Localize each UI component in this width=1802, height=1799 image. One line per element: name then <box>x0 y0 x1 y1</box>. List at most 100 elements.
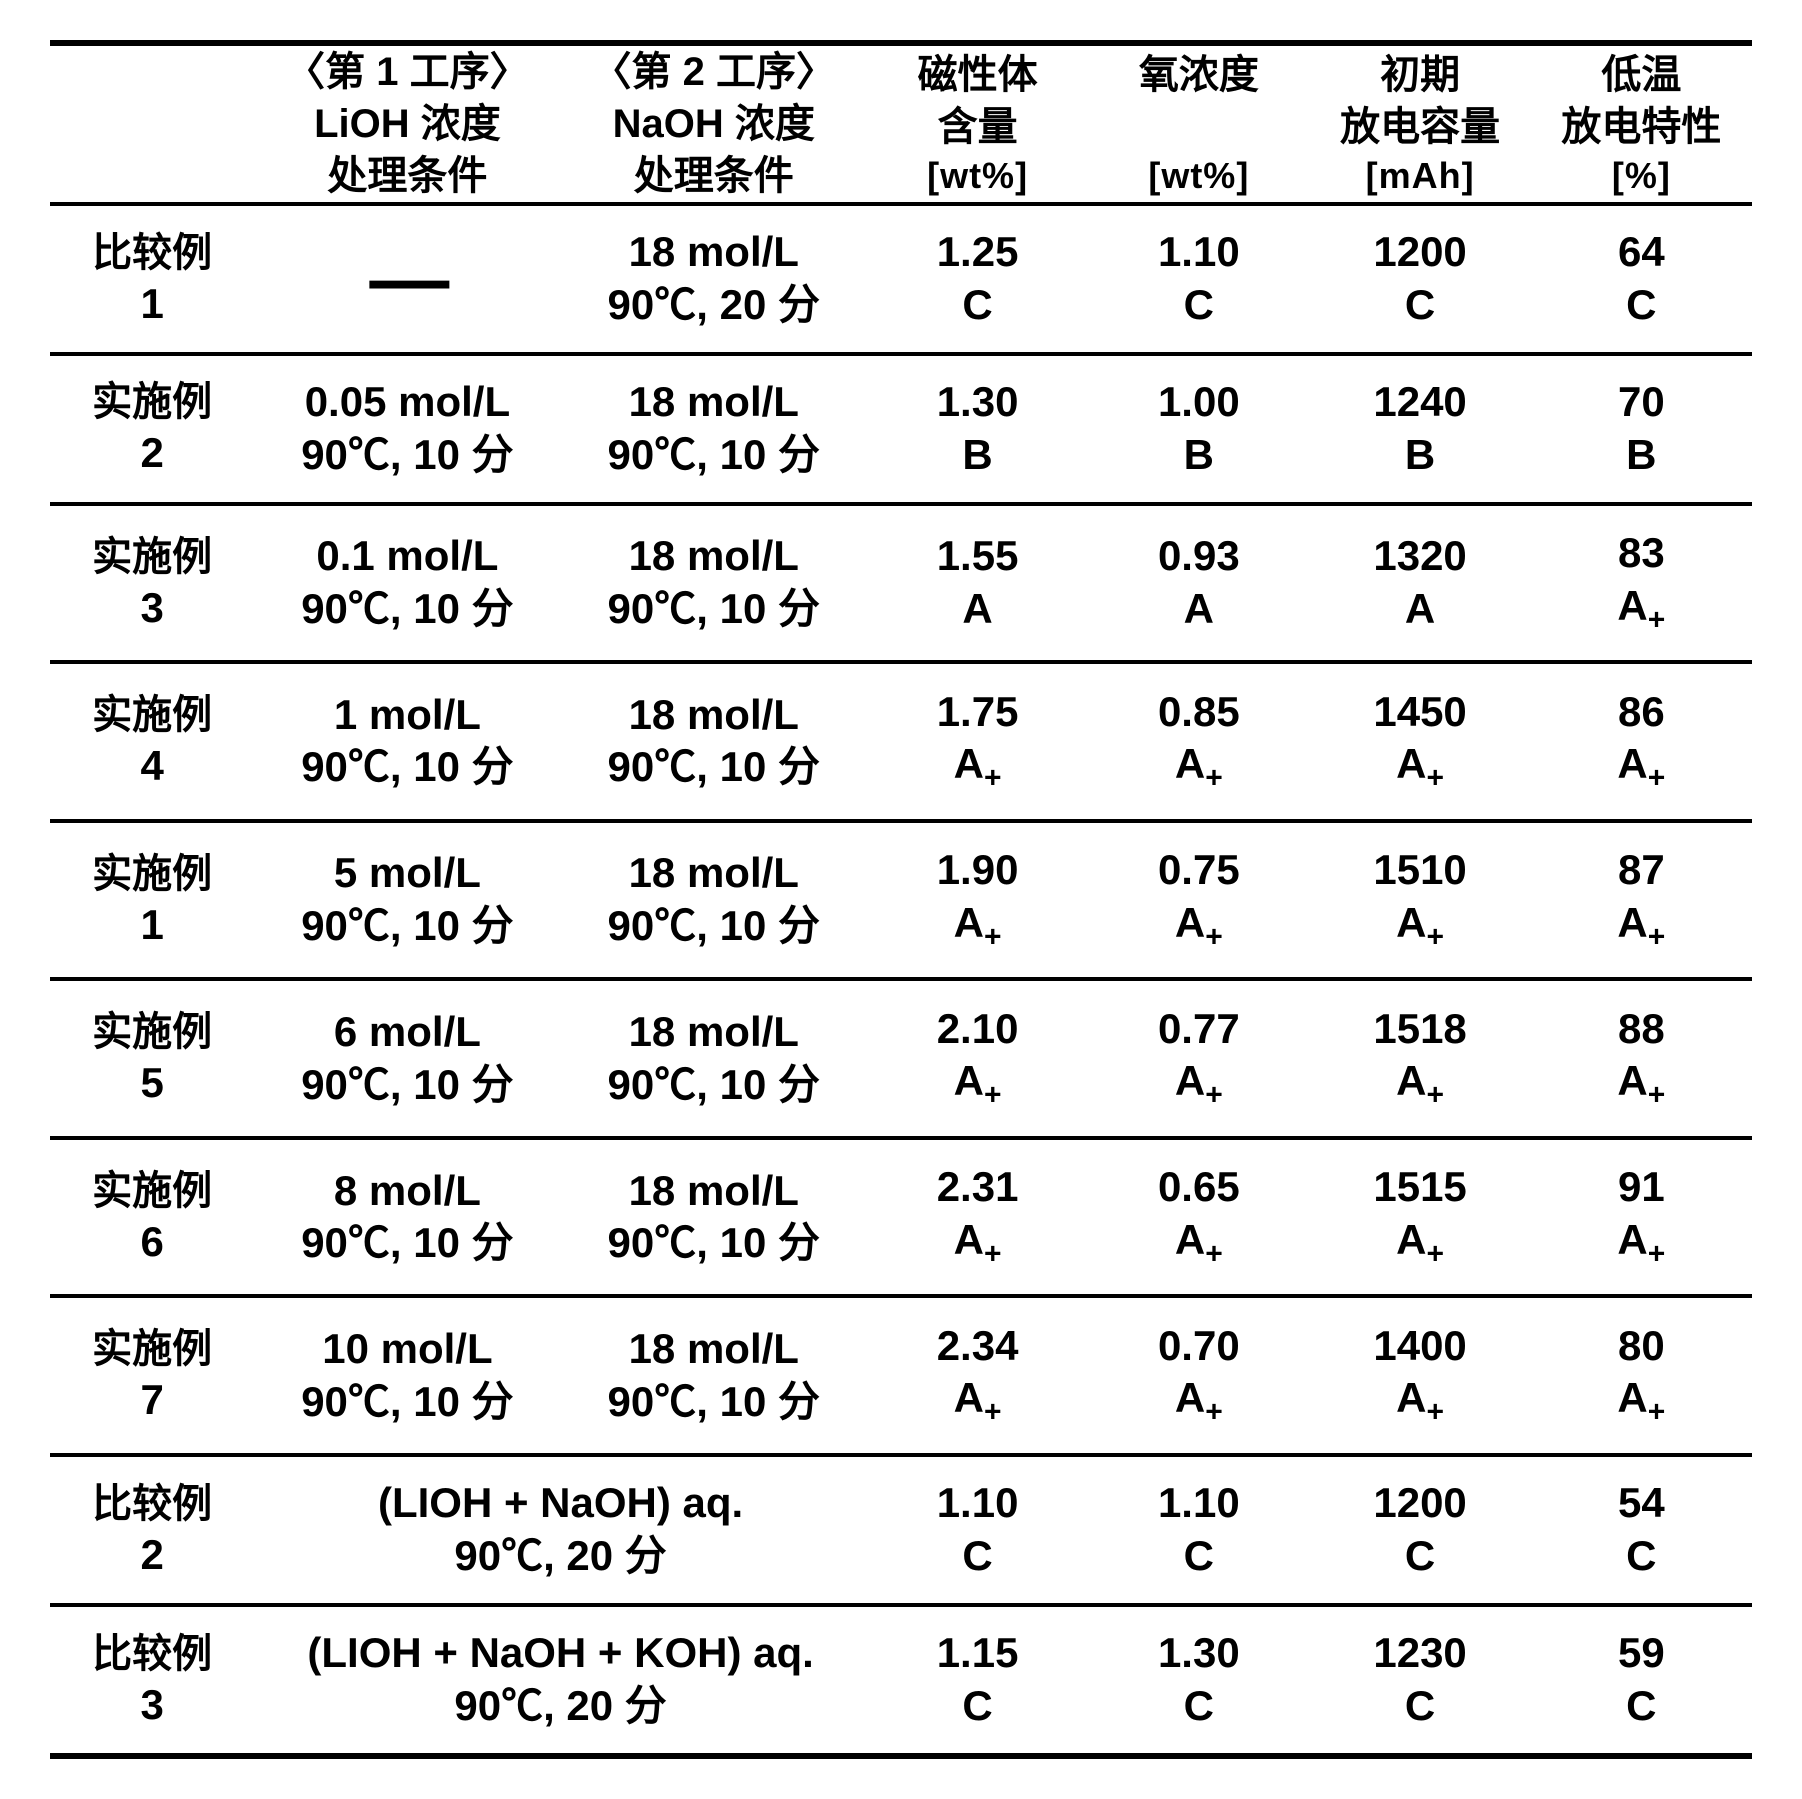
process-text: 18 mol/L <box>561 1165 867 1218</box>
process-text: 18 mol/L <box>561 1323 867 1376</box>
label-text: 实施例 <box>50 849 254 899</box>
grade-text: A+ <box>1088 1055 1309 1114</box>
grade-text: A+ <box>1088 738 1309 797</box>
header-unit: [wt%] <box>867 153 1088 200</box>
process-text: 90℃, 10 分 <box>254 583 560 636</box>
process-text: 90℃, 20 分 <box>254 1680 867 1733</box>
value-text: 87 <box>1531 844 1752 897</box>
grade-text: A+ <box>1531 1372 1752 1431</box>
capacity-cell: 1510A+ <box>1309 821 1530 980</box>
process-text: 5 mol/L <box>254 847 560 900</box>
grade-text: C <box>1088 1680 1309 1733</box>
grade-text: A+ <box>867 1055 1088 1114</box>
header-row: 〈第 1 工序〉 LiOH 浓度 处理条件 〈第 2 工序〉 NaOH 浓度 处… <box>50 43 1752 204</box>
value-text: 1.10 <box>867 1477 1088 1530</box>
process1-cell: 5 mol/L90℃, 10 分 <box>254 821 560 980</box>
process-text: 18 mol/L <box>561 689 867 742</box>
value-text: 1.00 <box>1088 376 1309 429</box>
label-num: 1 <box>50 278 254 331</box>
process-text: 0.1 mol/L <box>254 530 560 583</box>
grade-text: A+ <box>1531 580 1752 639</box>
header-text: 处理条件 <box>561 150 867 202</box>
header-text: NaOH 浓度 <box>561 98 867 150</box>
lowtemp-cell: 59C <box>1531 1605 1752 1756</box>
process1-cell: 10 mol/L90℃, 10 分 <box>254 1296 560 1455</box>
magnetic-cell: 1.25C <box>867 204 1088 354</box>
grade-text: A+ <box>1531 897 1752 956</box>
header-unit: [%] <box>1531 153 1752 200</box>
header-text: 初期 <box>1309 49 1530 101</box>
magnetic-cell: 1.75A+ <box>867 662 1088 821</box>
label-text: 比较例 <box>50 228 254 278</box>
grade-text: C <box>1531 1530 1752 1583</box>
label-num: 4 <box>50 740 254 793</box>
header-text: 磁性体 <box>867 49 1088 101</box>
grade-text: C <box>867 279 1088 332</box>
process-text: 18 mol/L <box>561 847 867 900</box>
grade-text: B <box>867 429 1088 482</box>
value-text: 2.10 <box>867 1003 1088 1056</box>
data-table: 〈第 1 工序〉 LiOH 浓度 处理条件 〈第 2 工序〉 NaOH 浓度 处… <box>50 40 1752 1759</box>
row-label: 实施例2 <box>50 354 254 504</box>
value-text: 1320 <box>1309 530 1530 583</box>
grade-text: A <box>1088 583 1309 636</box>
header-text: 低温 <box>1531 49 1752 101</box>
magnetic-cell: 2.10A+ <box>867 979 1088 1138</box>
grade-text: A+ <box>1088 1372 1309 1431</box>
process-text: 90℃, 10 分 <box>561 900 867 953</box>
grade-text: B <box>1088 429 1309 482</box>
oxygen-cell: 1.10C <box>1088 1455 1309 1605</box>
label-text: 比较例 <box>50 1629 254 1679</box>
table-body: 比较例1—18 mol/L90℃, 20 分1.25C1.10C1200C64C… <box>50 204 1752 1756</box>
process2-cell: 18 mol/L90℃, 20 分 <box>561 204 867 354</box>
label-num: 3 <box>50 582 254 635</box>
header-text: 放电特性 <box>1531 101 1752 153</box>
value-text: 1510 <box>1309 844 1530 897</box>
magnetic-cell: 1.30B <box>867 354 1088 504</box>
process1-cell: 1 mol/L90℃, 10 分 <box>254 662 560 821</box>
header-unit: [wt%] <box>1088 153 1309 200</box>
process1-cell: 0.05 mol/L90℃, 10 分 <box>254 354 560 504</box>
oxygen-cell: 0.70A+ <box>1088 1296 1309 1455</box>
value-text: 1450 <box>1309 686 1530 739</box>
capacity-cell: 1515A+ <box>1309 1138 1530 1297</box>
dash-icon: — <box>254 259 560 299</box>
label-text: 实施例 <box>50 1007 254 1057</box>
label-num: 7 <box>50 1374 254 1427</box>
label-num: 3 <box>50 1679 254 1732</box>
magnetic-cell: 2.31A+ <box>867 1138 1088 1297</box>
value-text: 1.10 <box>1088 1477 1309 1530</box>
capacity-cell: 1230C <box>1309 1605 1530 1756</box>
process1-cell: 8 mol/L90℃, 10 分 <box>254 1138 560 1297</box>
process2-cell: 18 mol/L90℃, 10 分 <box>561 662 867 821</box>
value-text: 80 <box>1531 1320 1752 1373</box>
label-num: 6 <box>50 1216 254 1269</box>
magnetic-cell: 1.15C <box>867 1605 1088 1756</box>
table-row: 比较例2(LIOH + NaOH) aq.90℃, 20 分1.10C1.10C… <box>50 1455 1752 1605</box>
grade-text: B <box>1309 429 1530 482</box>
value-text: 91 <box>1531 1161 1752 1214</box>
value-text: 1515 <box>1309 1161 1530 1214</box>
grade-text: A <box>1309 583 1530 636</box>
row-label: 实施例4 <box>50 662 254 821</box>
oxygen-cell: 0.85A+ <box>1088 662 1309 821</box>
value-text: 1.30 <box>867 376 1088 429</box>
value-text: 70 <box>1531 376 1752 429</box>
process-text: 90℃, 10 分 <box>561 1376 867 1429</box>
process-text: 90℃, 10 分 <box>254 900 560 953</box>
process-text: 90℃, 10 分 <box>254 429 560 482</box>
row-label: 比较例2 <box>50 1455 254 1605</box>
oxygen-cell: 0.77A+ <box>1088 979 1309 1138</box>
grade-text: A+ <box>1531 738 1752 797</box>
process1-cell: — <box>254 204 560 354</box>
process2-cell: 18 mol/L90℃, 10 分 <box>561 1296 867 1455</box>
oxygen-cell: 1.30C <box>1088 1605 1309 1756</box>
process-text: 1 mol/L <box>254 689 560 742</box>
grade-text: C <box>1531 1680 1752 1733</box>
row-label: 实施例3 <box>50 504 254 663</box>
capacity-cell: 1200C <box>1309 1455 1530 1605</box>
value-text: 0.75 <box>1088 844 1309 897</box>
grade-text: A+ <box>1309 1372 1530 1431</box>
process-text: 18 mol/L <box>561 1006 867 1059</box>
process-text: 90℃, 10 分 <box>254 1217 560 1270</box>
